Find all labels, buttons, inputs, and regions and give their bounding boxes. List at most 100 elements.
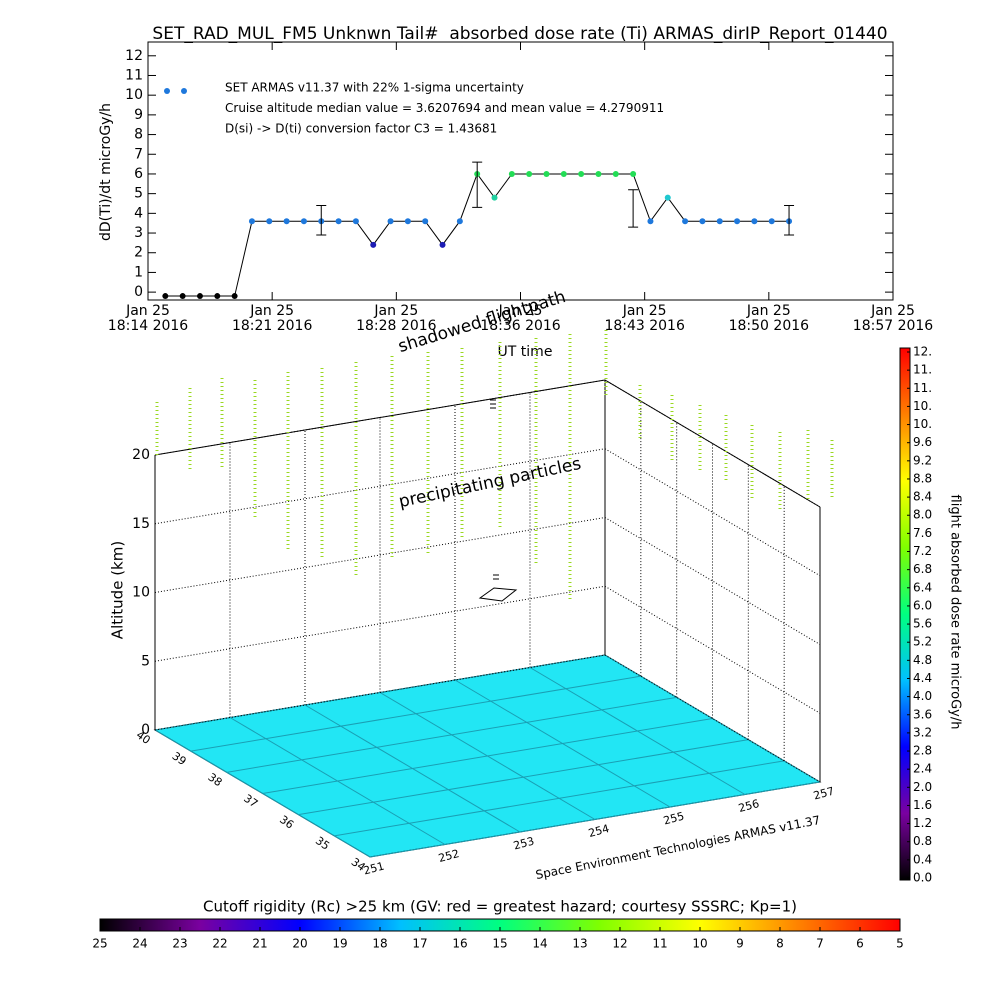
- y-tick-label: 7: [134, 146, 143, 162]
- data-point: [214, 293, 221, 300]
- z-tick-label: 20: [132, 447, 150, 463]
- colorbar-tick-label: 6.4: [913, 580, 932, 594]
- floor-grid-line: [298, 739, 749, 816]
- colorbar-tick-label: 5: [896, 937, 904, 951]
- x-axis-label: UT time: [498, 344, 553, 360]
- colorbar-tick-label: 0.4: [913, 852, 932, 866]
- colorbar-tick-label: 11: [652, 937, 667, 951]
- z-tick-label: 0: [141, 722, 150, 738]
- y-tick-label: 8: [134, 127, 143, 143]
- colorbar-tick-label: 4.4: [913, 671, 932, 685]
- z-axis-label: Altitude (km): [109, 541, 127, 639]
- colorbar-tick-label: 15: [492, 937, 507, 951]
- data-point: [231, 293, 238, 300]
- axis-line: [604, 379, 821, 508]
- wall-grid-line: [154, 654, 606, 731]
- colorbar-tick-label: 11.: [913, 363, 932, 377]
- data-point: [283, 218, 290, 225]
- data-point: [734, 218, 741, 225]
- data-point: [162, 293, 169, 300]
- floor-grid-line: [226, 696, 677, 773]
- x-tick-label: Jan 25 18:43 2016: [604, 303, 685, 334]
- colorbar-tick-label: 7: [816, 937, 824, 951]
- data-point: [612, 170, 619, 177]
- legend-marker: [181, 88, 187, 94]
- y-axis-label: dD(Ti)/dt microGy/h: [98, 103, 114, 241]
- colorbar-tick-label: 24: [132, 937, 147, 951]
- y-tick-label: 2: [134, 245, 143, 261]
- colorbar-label: flight absorbed dose rate microGy/h: [948, 495, 963, 730]
- data-point: [335, 218, 342, 225]
- colorbar-title: Cutoff rigidity (Rc) >25 km (GV: red = g…: [203, 898, 797, 916]
- x-tick-label: 256: [737, 797, 761, 815]
- data-point: [456, 218, 463, 225]
- annotation: D(si) -> D(ti) conversion factor C3 = 1.…: [225, 122, 497, 136]
- y-tick-label: 10: [125, 87, 143, 103]
- colorbar-tick-label: 7.6: [913, 526, 932, 540]
- colorbar-tick-label: 8: [776, 937, 784, 951]
- data-point: [387, 218, 394, 225]
- wall-grid-line: [154, 517, 606, 593]
- data-point: [664, 194, 671, 201]
- data-point: [352, 218, 359, 225]
- data-point: [370, 241, 377, 248]
- colorbar-tick-label: 6.0: [913, 598, 932, 612]
- y-tick-label: 39: [170, 749, 189, 768]
- colorbar-tick-label: 2.0: [913, 780, 932, 794]
- data-point: [404, 218, 411, 225]
- colorbar-tick-label: 25: [92, 937, 107, 951]
- colorbar-tick-label: 19: [332, 937, 347, 951]
- wall-grid-line: [154, 585, 606, 662]
- data-point: [768, 218, 775, 225]
- x-tick-label: 254: [587, 822, 611, 840]
- data-point: [699, 218, 706, 225]
- floor-grid-line: [369, 781, 821, 858]
- colorbar-tick-label: 22: [212, 937, 227, 951]
- colorbar-tick-label: 6: [856, 937, 864, 951]
- colorbar-tick-label: 20: [292, 937, 307, 951]
- colorbar-tick-label: 1.6: [913, 798, 932, 812]
- colorbar-tick-label: 10.: [913, 399, 932, 413]
- chart-title: SET_RAD_MUL_FM5 Unknwn Tail# absorbed do…: [152, 24, 887, 44]
- y-tick-label: 37: [241, 792, 260, 811]
- data-point: [508, 170, 515, 177]
- x-tick-label: 253: [512, 835, 536, 853]
- colorbar-tick-label: 0.0: [913, 871, 932, 885]
- error-bar: [472, 161, 483, 208]
- y-tick-label: 3: [134, 225, 143, 241]
- data-point: [300, 218, 307, 225]
- data-point: [647, 218, 654, 225]
- data-point: [179, 293, 186, 300]
- y-tick-label: 4: [134, 205, 143, 221]
- x-tick-label: Jan 25 18:28 2016: [356, 303, 437, 334]
- y-tick-label: 1: [134, 264, 143, 280]
- colorbar-tick-label: 14: [532, 937, 547, 951]
- colorbar-tick-label: 8.8: [913, 471, 932, 485]
- floor-grid-line: [190, 675, 641, 752]
- colorbar-tick-label: 17: [412, 937, 427, 951]
- y-tick-label: 9: [134, 107, 143, 123]
- data-point: [248, 218, 255, 225]
- x-tick-label: 251: [362, 860, 386, 878]
- y-tick-label: 5: [134, 186, 143, 202]
- annotation: Cruise altitude median value = 3.6207694…: [225, 101, 664, 115]
- colorbar-tick-label: 10.: [913, 417, 932, 431]
- wall-grid-line: [154, 448, 606, 525]
- floor-grid-line: [262, 718, 713, 794]
- colorbar-tick-label: 8.0: [913, 508, 932, 522]
- y-tick-label: 6: [134, 166, 143, 182]
- wall-grid-line: [604, 448, 821, 577]
- colorbar-tick-label: 9.6: [913, 435, 932, 449]
- colorbar-tick-label: 1.2: [913, 816, 932, 830]
- data-point: [578, 170, 585, 177]
- colorbar-tick-label: 4.0: [913, 689, 932, 703]
- data-point: [716, 218, 723, 225]
- y-tick-label: 11: [125, 67, 143, 83]
- colorbar-tick-label: 11.: [913, 381, 932, 395]
- data-point: [491, 194, 498, 201]
- data-point: [630, 170, 637, 177]
- colorbar-tick-label: 18: [372, 937, 387, 951]
- error-bar: [628, 189, 639, 228]
- axis-line: [154, 379, 606, 456]
